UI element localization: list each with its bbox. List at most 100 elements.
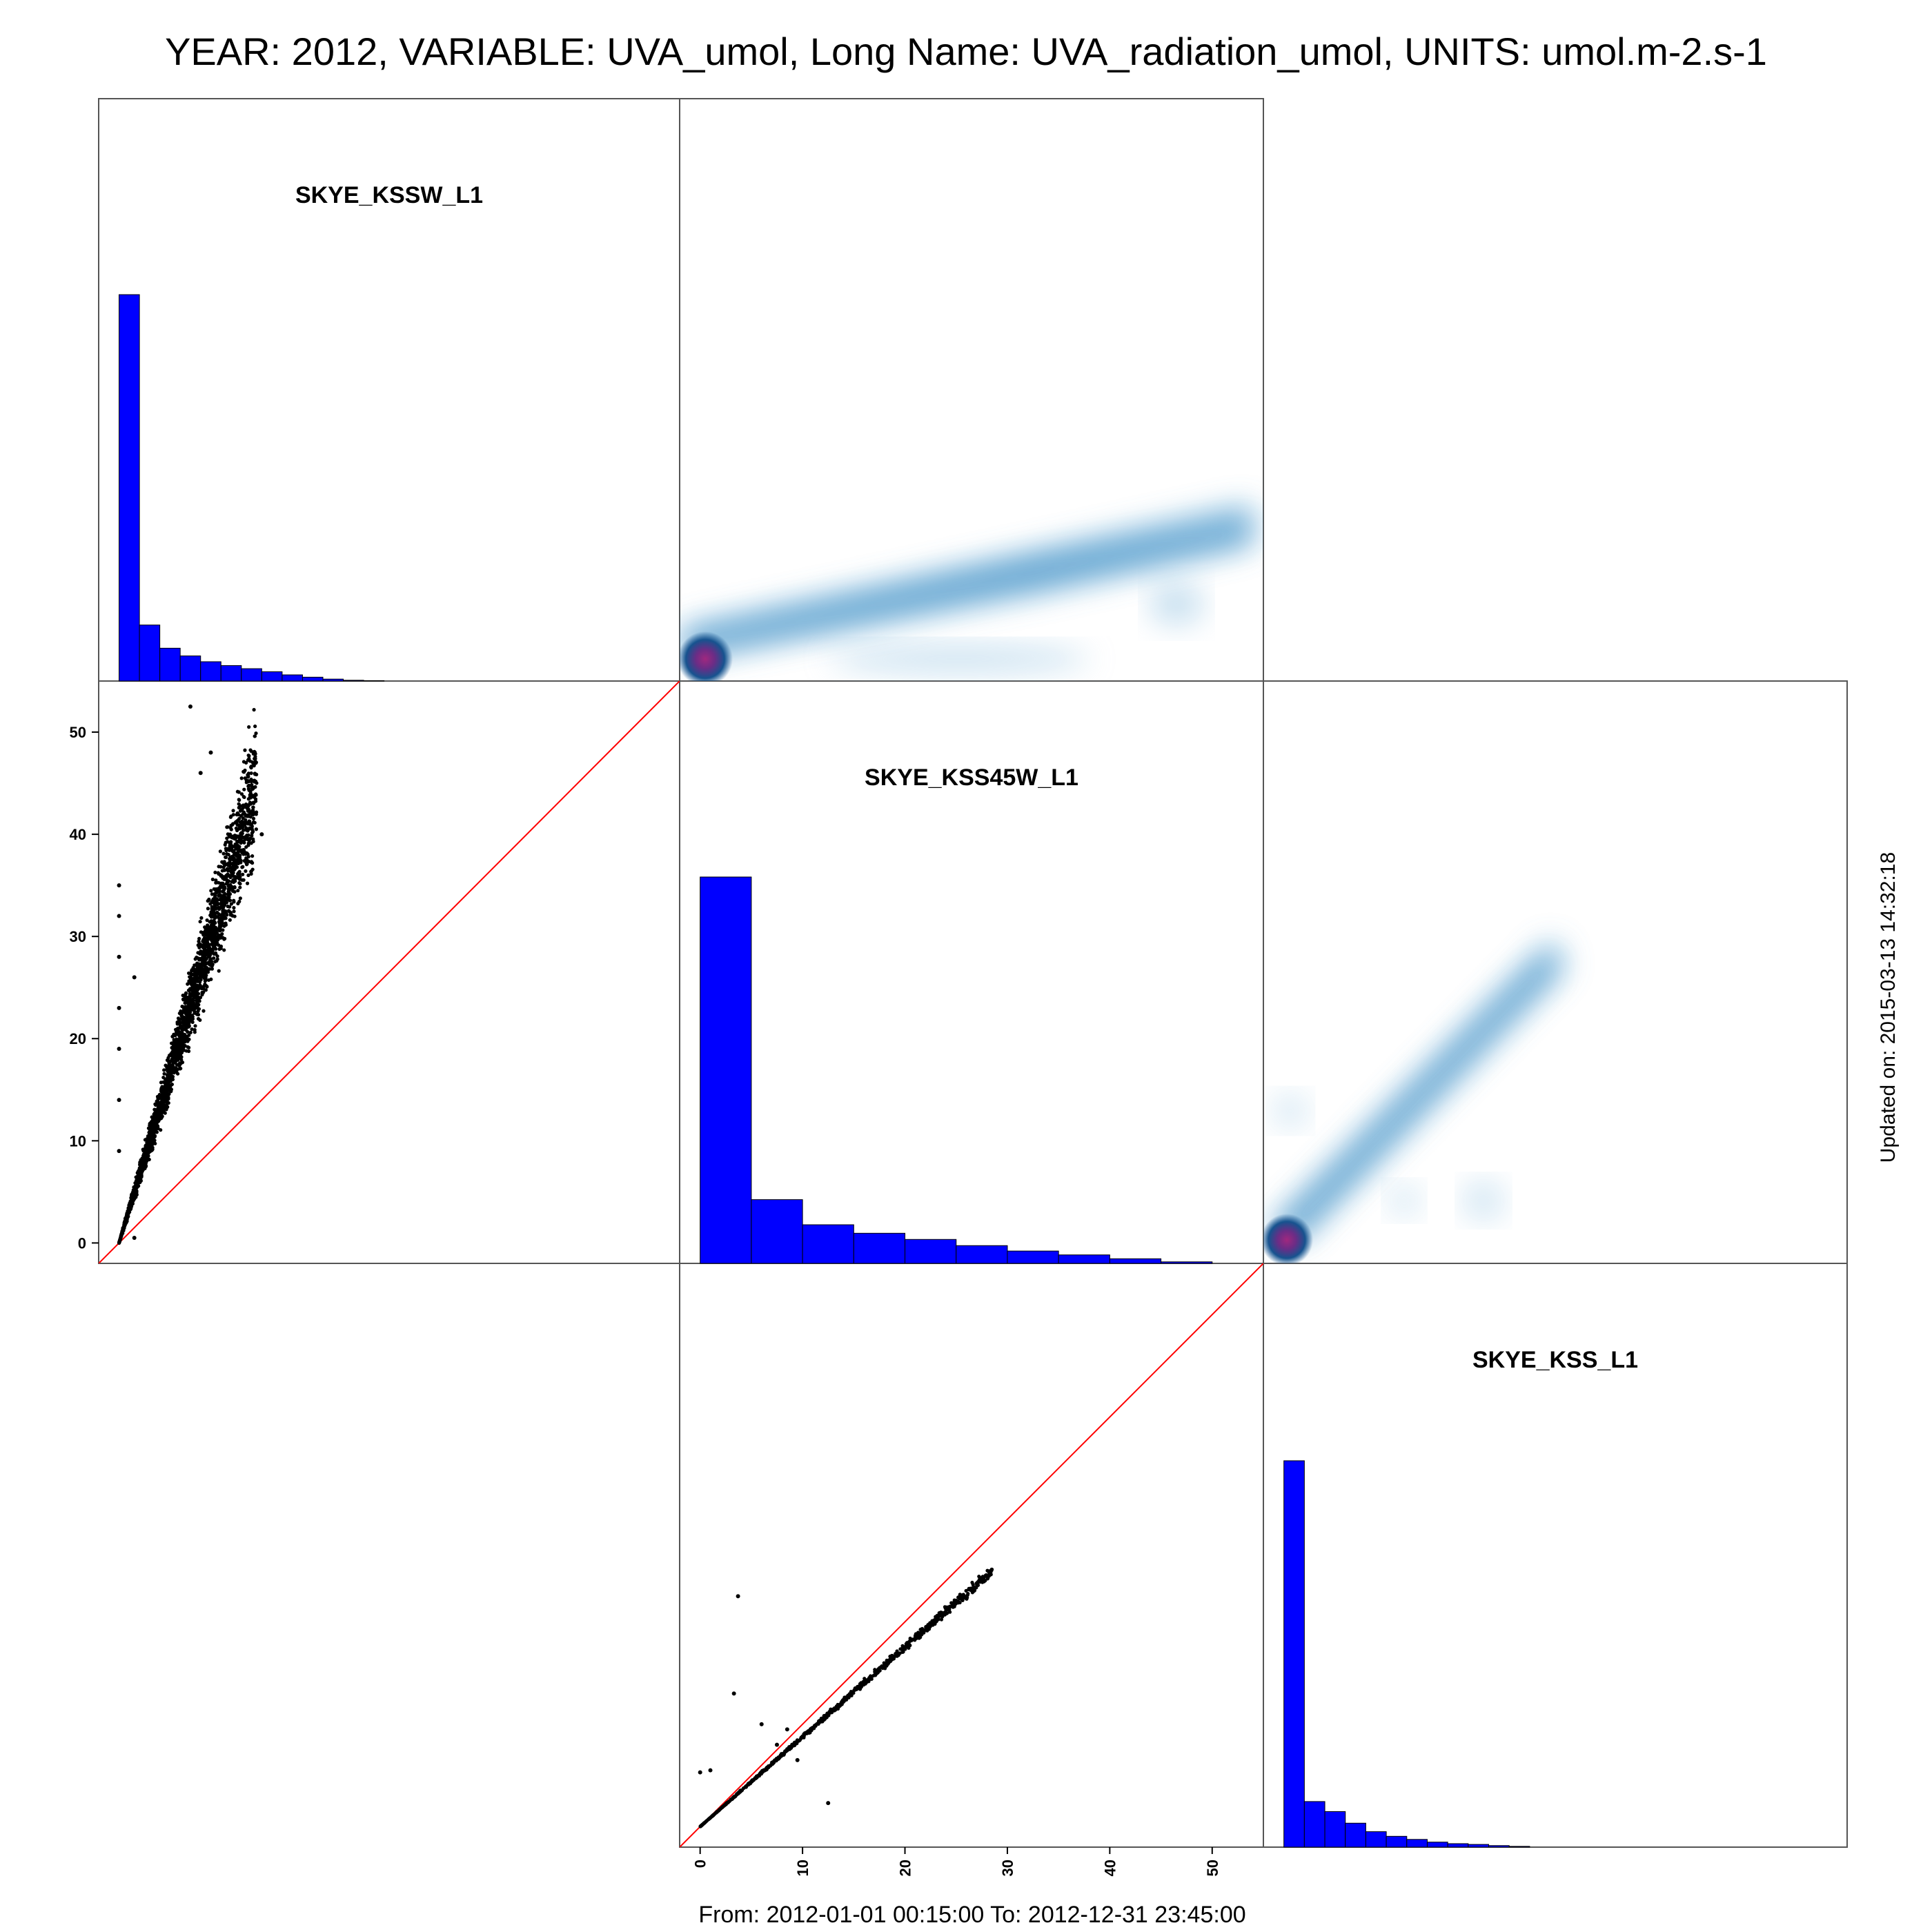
scatter-point (231, 809, 235, 813)
scatter-point (891, 1655, 896, 1659)
scatter-point (235, 811, 239, 816)
scatter-point (136, 1184, 140, 1188)
scatter-point (219, 946, 223, 951)
scatter-point (130, 1194, 135, 1199)
scatter-point (183, 1001, 187, 1005)
scatter-point (222, 877, 226, 881)
scatter-point (213, 920, 217, 925)
scatter-point (940, 1611, 944, 1615)
scatter-point (204, 927, 208, 931)
scatter-point (898, 1647, 903, 1651)
scatter-point (228, 842, 232, 846)
scatter-point (193, 1011, 197, 1015)
scatter-point (233, 875, 238, 879)
scatter-point (822, 1713, 826, 1718)
histogram-bar-kss (1345, 1822, 1366, 1848)
x-tick-label: 10 (794, 1860, 811, 1876)
scatter-point (737, 1791, 742, 1795)
histogram-bar-kss45w (1007, 1250, 1059, 1264)
scatter-point (228, 833, 232, 837)
scatter-point (229, 814, 233, 818)
scatter-point (188, 1030, 193, 1034)
scatter-point (147, 1130, 152, 1134)
scatter-point (167, 1085, 172, 1089)
scatter-point (164, 1090, 168, 1095)
scatter-point (201, 932, 206, 936)
scatter-point (178, 1067, 182, 1071)
scatter-point (131, 1189, 135, 1193)
scatter-point (217, 889, 221, 894)
identity-line (680, 1263, 1263, 1847)
scatter-point (247, 838, 251, 842)
scatter-point (213, 943, 217, 947)
histogram-bar-kssw (220, 665, 242, 682)
scatter-point-outlier (736, 1594, 740, 1599)
density-blob (1463, 1180, 1504, 1221)
histogram-bar-kss (1447, 1843, 1469, 1848)
scatter-point (253, 778, 257, 782)
scatter-point (218, 872, 222, 876)
histogram-bar-kss45w (1058, 1254, 1110, 1264)
scatter-point (190, 1014, 194, 1018)
scatter-point (705, 1818, 709, 1823)
density-ridge-inner (683, 524, 1252, 652)
scatter-point (206, 978, 211, 983)
scatter-point (900, 1644, 905, 1648)
scatter-point-outlier (117, 914, 121, 918)
x-tick-label: 40 (1101, 1860, 1118, 1876)
figure-title: YEAR: 2012, VARIABLE: UVA_umol, Long Nam… (165, 30, 1767, 73)
scatter-point (175, 1057, 179, 1061)
scatter-point (919, 1629, 924, 1633)
scatter-point (933, 1622, 937, 1626)
scatter-point (212, 933, 216, 938)
scatter-point (814, 1724, 818, 1728)
scatter-point (176, 1028, 180, 1032)
scatter-point (229, 902, 233, 906)
scatter-point (226, 825, 230, 829)
scatter-point (210, 950, 214, 955)
scatter-point (937, 1614, 941, 1618)
scatter-point (230, 857, 235, 862)
scatter-point (141, 1158, 146, 1162)
scatter-point (244, 845, 248, 849)
scatter-point (226, 897, 230, 901)
scatter-point (255, 781, 259, 785)
scatter-point (249, 749, 253, 753)
scatter-point (239, 808, 244, 812)
scatter-point (217, 894, 221, 898)
scatter-point (179, 1045, 183, 1049)
scatter-point (250, 826, 254, 830)
scatter-point (239, 776, 244, 780)
scatter-point (247, 753, 251, 758)
scatter-point (161, 1075, 166, 1080)
scatter-point (211, 929, 215, 933)
scatter-point-outlier (208, 750, 213, 755)
scatter-point (242, 787, 246, 791)
scatter-point (230, 914, 235, 918)
scatter-point-outlier (198, 771, 203, 776)
y-tick-label: 10 (70, 1132, 86, 1150)
scatter-point (249, 765, 253, 769)
scatter-point (191, 978, 196, 983)
scatter-point (201, 987, 206, 991)
scatter-point (173, 1047, 177, 1052)
scatter-point (230, 867, 235, 871)
scatter-point (201, 958, 206, 963)
histogram-bar-kssw (119, 294, 140, 682)
scatter-point (136, 1179, 141, 1183)
histogram-bar-kssw (363, 680, 385, 682)
density-core (1263, 1214, 1313, 1263)
scatter-point-outlier (698, 1770, 702, 1775)
scatter-point (767, 1764, 771, 1768)
scatter-point (219, 936, 223, 940)
scatter-point (215, 958, 219, 963)
scatter-point (246, 814, 250, 818)
scatter-point (191, 965, 195, 970)
scatter-point (201, 990, 206, 994)
scatter-point (907, 1646, 911, 1650)
scatter-point (206, 945, 210, 949)
scatter-point (197, 962, 201, 966)
scatter-point-outlier (132, 1235, 137, 1240)
scatter-point (241, 803, 246, 807)
